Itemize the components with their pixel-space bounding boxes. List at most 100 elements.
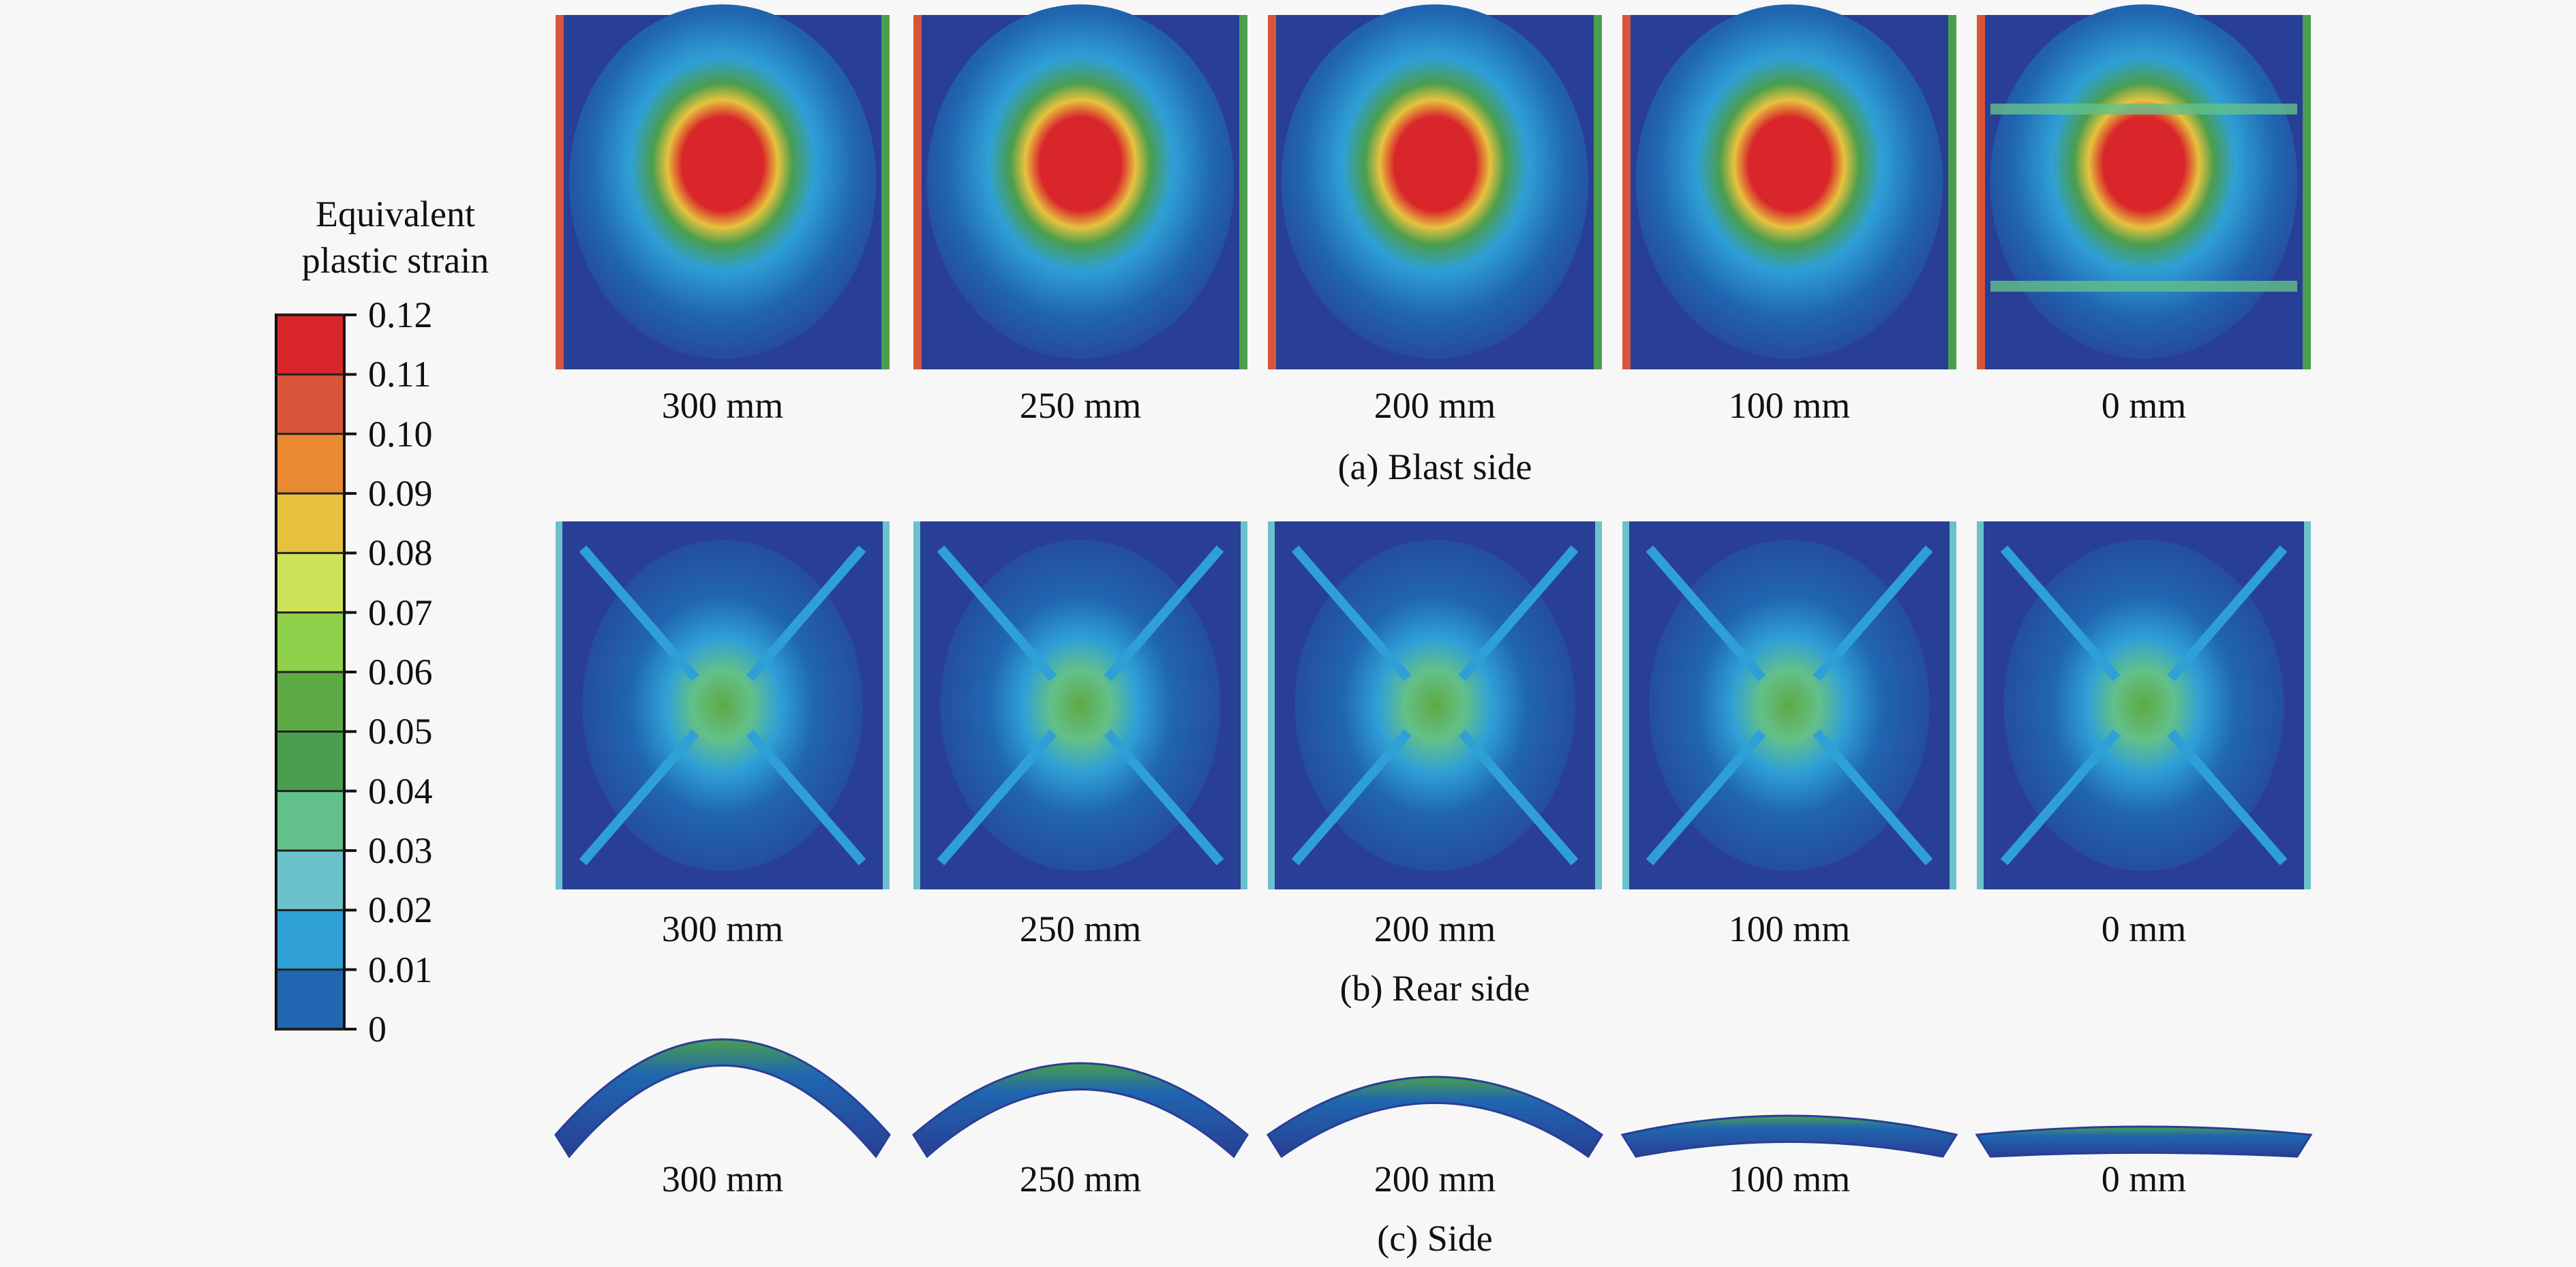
edge-strain [1948, 15, 1956, 369]
deformed-plate [912, 1062, 1249, 1159]
legend-title: Equivalent plastic strain [245, 191, 545, 284]
strain-line [1813, 545, 1933, 682]
colorbar-segment [276, 553, 344, 613]
strain-line [1458, 545, 1579, 682]
panel-label: 300 mm [661, 1159, 784, 1200]
colorbar-segment [276, 851, 344, 911]
edge-strain [1977, 521, 1984, 889]
edge-strain [1622, 521, 1629, 889]
edge-strain [1977, 15, 1985, 369]
blast-side-panel [556, 4, 890, 369]
panel-label: 250 mm [1019, 1159, 1142, 1200]
strain-line [1646, 545, 1766, 682]
strain-line [579, 545, 699, 682]
strain-contour [1990, 4, 2298, 359]
colorbar-tick-label: 0.05 [368, 711, 433, 752]
stiffener-band [1990, 104, 2297, 115]
blast-side-panel [913, 4, 1247, 369]
side-profile [912, 1062, 1249, 1159]
colorbar-tick-label: 0.01 [368, 949, 433, 990]
deformed-plate [1266, 1075, 1604, 1159]
colorbar-segment [276, 672, 344, 733]
edge-strain [1950, 521, 1956, 889]
strain-line [746, 545, 866, 682]
colorbar-segment [276, 969, 344, 1030]
colorbar-segment [276, 493, 344, 554]
colorbar-tick-label: 0.03 [368, 830, 433, 871]
panel-label: 0 mm [2101, 909, 2187, 949]
strain-line [1291, 729, 1412, 866]
colorbar-tick-label: 0.08 [368, 532, 433, 574]
strain-line [1813, 729, 1933, 866]
side-profile [554, 1038, 891, 1159]
panel-label: 100 mm [1728, 1159, 1851, 1200]
edge-strain [1268, 15, 1276, 369]
edge-strain [556, 15, 564, 369]
side-profile [1266, 1075, 1604, 1159]
panel-label: 200 mm [1374, 385, 1496, 426]
deformed-plate [554, 1038, 891, 1159]
colorbar-tick-label: 0.09 [368, 473, 433, 514]
strain-contour [1281, 4, 1589, 359]
panel-label: 100 mm [1728, 909, 1851, 949]
strain-line [1104, 729, 1224, 866]
colorbar-segment [276, 731, 344, 792]
strain-line [2000, 545, 2121, 682]
strain-line [2167, 545, 2288, 682]
panel-label: 200 mm [1374, 1159, 1496, 1200]
side-profile [1975, 1125, 2313, 1158]
colorbar-segment [276, 315, 344, 376]
colorbar-tick-label: 0.02 [368, 889, 433, 931]
edge-strain [881, 15, 890, 369]
strain-line [1646, 729, 1766, 866]
side-profile [1620, 1114, 1958, 1158]
edge-strain [913, 521, 920, 889]
blast-side-panel [1622, 4, 1956, 369]
blast-side-panel [1268, 4, 1602, 369]
edge-strain [1594, 15, 1602, 369]
edge-strain [883, 521, 890, 889]
colorbar-segment [276, 612, 344, 673]
section-caption: (a) Blast side [1337, 446, 1532, 487]
rear-side-panel [1268, 521, 1602, 889]
edge-strain [1595, 521, 1602, 889]
strain-contour [569, 4, 877, 359]
panel-label: 300 mm [661, 385, 784, 426]
edge-strain [2304, 521, 2311, 889]
deformed-plate [1975, 1125, 2313, 1158]
panel-label: 0 mm [2101, 385, 2187, 426]
colorbar-tick-label: 0.12 [368, 294, 433, 335]
rear-side-panel [556, 521, 890, 889]
colorbar-tick-label: 0 [368, 1009, 387, 1050]
rear-side-panel [913, 521, 1247, 889]
legend-title-line2: plastic strain [301, 240, 489, 281]
edge-strain [556, 521, 562, 889]
edge-strain [1622, 15, 1631, 369]
strain-line [2000, 729, 2121, 866]
section-caption: (b) Rear side [1339, 968, 1530, 1009]
strain-line [1291, 545, 1412, 682]
strain-line [579, 729, 699, 866]
colorbar-tick-label: 0.06 [368, 652, 433, 692]
panel-label: 300 mm [661, 909, 784, 949]
panel-label: 100 mm [1728, 385, 1851, 426]
section-caption: (c) Side [1377, 1218, 1493, 1259]
colorbar-segment [276, 374, 344, 435]
rear-side-panel [1977, 521, 2311, 889]
strain-contour [926, 4, 1234, 359]
edge-strain [1241, 521, 1247, 889]
strain-contour [1635, 4, 1943, 359]
edge-strain [913, 15, 922, 369]
colorbar-segment [276, 791, 344, 851]
strain-line [1104, 545, 1224, 682]
strain-line [2167, 729, 2288, 866]
strain-line [746, 729, 866, 866]
rear-side-panel [1622, 521, 1956, 889]
panel-label: 250 mm [1019, 909, 1142, 949]
deformed-plate [1620, 1114, 1958, 1158]
colorbar-segment [276, 910, 344, 971]
strain-line [1458, 729, 1579, 866]
edge-strain [2303, 15, 2311, 369]
